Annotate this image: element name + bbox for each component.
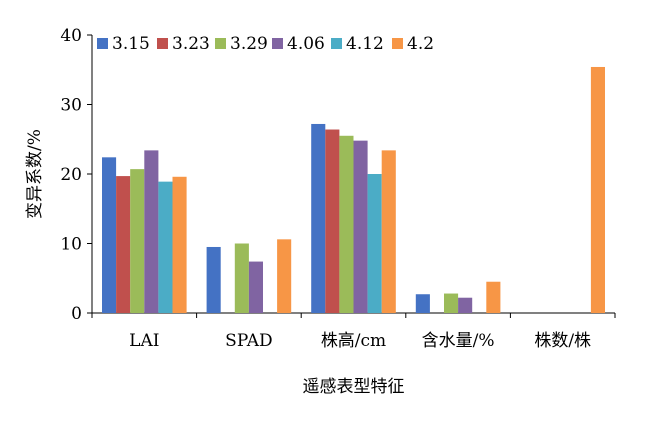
bar bbox=[248, 261, 263, 313]
bar bbox=[339, 135, 354, 313]
legend-label: 3.29 bbox=[230, 34, 268, 54]
legend: 3.15 3.23 3.29 4.06 4.12 4.2 bbox=[97, 34, 434, 54]
x-tick-label: LAI bbox=[129, 331, 159, 351]
bars bbox=[102, 66, 605, 314]
legend-label: 4.2 bbox=[407, 34, 434, 54]
y-tick-label: 40 bbox=[60, 26, 82, 46]
bar bbox=[172, 176, 187, 313]
legend-label: 4.12 bbox=[346, 34, 384, 54]
legend-swatch bbox=[157, 38, 168, 49]
y-tick-label: 0 bbox=[71, 304, 82, 324]
bar bbox=[381, 150, 396, 313]
bar bbox=[325, 129, 340, 313]
legend-swatch bbox=[331, 38, 342, 49]
bar bbox=[444, 293, 459, 313]
bar bbox=[130, 169, 145, 313]
bar bbox=[353, 140, 368, 313]
bar bbox=[158, 181, 173, 313]
bar bbox=[458, 297, 473, 313]
bar bbox=[144, 150, 159, 313]
x-tick-label: SPAD bbox=[225, 331, 272, 351]
y-tick-label: 10 bbox=[60, 235, 82, 255]
bar bbox=[415, 294, 430, 313]
x-tick-label: 株数/株 bbox=[534, 331, 591, 351]
bar bbox=[486, 281, 501, 313]
bar bbox=[206, 246, 221, 313]
x-tick-label: 含水量/% bbox=[422, 331, 495, 351]
bar bbox=[102, 157, 117, 313]
bar bbox=[277, 239, 292, 313]
bar bbox=[116, 176, 131, 313]
bar bbox=[234, 243, 249, 313]
legend-swatch bbox=[392, 38, 403, 49]
bar bbox=[311, 123, 326, 314]
legend-label: 3.15 bbox=[112, 34, 150, 54]
bar bbox=[367, 174, 382, 313]
legend-label: 3.23 bbox=[172, 34, 210, 54]
axes: 0 10 20 30 40 LAI SPAD 株高/cm 含水量/% 株数/株 bbox=[60, 26, 616, 351]
y-tick-label: 20 bbox=[60, 165, 82, 185]
legend-swatch bbox=[272, 38, 283, 49]
legend-swatch bbox=[97, 38, 108, 49]
legend-label: 4.06 bbox=[287, 34, 325, 54]
legend-swatch bbox=[215, 38, 226, 49]
y-axis-title: 变异系数/% bbox=[25, 129, 45, 219]
x-axis-title: 遥感表型特征 bbox=[303, 377, 405, 397]
x-tick-label: 株高/cm bbox=[321, 331, 386, 351]
bar bbox=[590, 66, 605, 313]
y-tick-label: 30 bbox=[60, 96, 82, 116]
